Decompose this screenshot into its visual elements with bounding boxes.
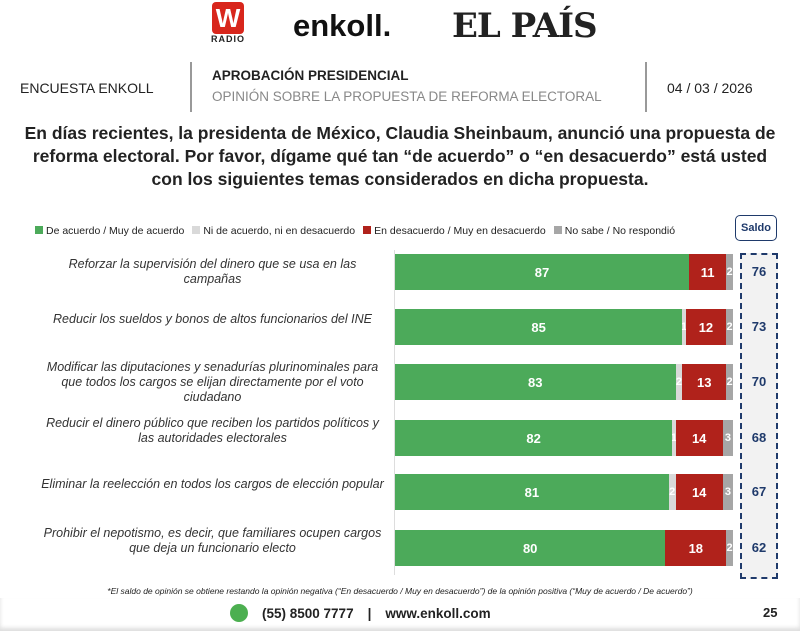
category-label: Eliminar la reelección en todos los carg…	[41, 477, 384, 491]
legend: De acuerdo / Muy de acuerdo Ni de acuerd…	[35, 225, 675, 237]
bar-segment: 85	[395, 309, 683, 345]
bar-segment: 14	[675, 420, 723, 456]
bar-segment: 83	[395, 364, 676, 400]
saldo-column	[740, 253, 778, 579]
bar-segment: 3	[722, 420, 733, 456]
date: 04 / 03 / 2026	[667, 80, 753, 96]
axis-line	[394, 250, 395, 575]
page-title: APROBACIÓN PRESIDENCIAL	[212, 68, 409, 83]
bar-segment: 1	[672, 420, 676, 456]
bar-segment: 81	[395, 474, 669, 510]
saldo-value: 68	[751, 430, 767, 445]
el-pais-logo: EL PAÍS	[452, 6, 598, 46]
page-subtitle: OPINIÓN SOBRE LA PROPUESTA DE REFORMA EL…	[212, 89, 602, 104]
category-label: Reforzar la supervisión del dinero que s…	[68, 257, 357, 286]
bar-segment: 80	[395, 530, 666, 566]
survey-label: ENCUESTA ENKOLL	[20, 80, 154, 96]
category-label: Prohibir el nepotismo, es decir, que fam…	[43, 525, 382, 555]
divider	[190, 62, 192, 112]
saldo-value: 76	[751, 264, 767, 279]
question-text: En días recientes, la presidenta de Méxi…	[24, 123, 776, 189]
separator: |	[367, 605, 372, 621]
divider	[645, 62, 647, 112]
bar-segment: 1	[682, 309, 686, 345]
bar-segment: 18	[665, 530, 727, 566]
saldo-value: 73	[751, 319, 767, 334]
bar-segment: 82	[395, 420, 673, 456]
bar-segment: 2	[726, 530, 733, 566]
contact: (55) 8500 7777 | www.enkoll.com	[230, 604, 491, 622]
bar-segment: 12	[685, 309, 727, 345]
bar-segment: 2	[668, 474, 676, 510]
footnote: *El saldo de opinión se obtiene restando…	[107, 586, 693, 596]
page-number: 25	[763, 605, 778, 620]
legend-item: Ni de acuerdo, ni en desacuerdo	[192, 225, 355, 237]
legend-item: De acuerdo / Muy de acuerdo	[35, 225, 184, 237]
phone-number: (55) 8500 7777	[262, 605, 354, 621]
enkoll-logo: enkoll.	[293, 8, 392, 43]
bar-segment: 11	[689, 254, 727, 290]
bar-segment: 14	[675, 474, 723, 510]
legend-item: No sabe / No respondió	[553, 225, 675, 237]
saldo-value: 70	[751, 374, 767, 389]
whatsapp-icon	[230, 604, 248, 622]
bar-segment: 2	[675, 364, 683, 400]
website-link[interactable]: www.enkoll.com	[385, 605, 491, 621]
bar-segment: 2	[726, 364, 733, 400]
bar-segment: 3	[722, 474, 733, 510]
saldo-header: Saldo	[735, 215, 777, 241]
category-label: Modificar las diputaciones y senadurías …	[46, 359, 379, 404]
category-label: Reducir el dinero público que reciben lo…	[46, 415, 379, 445]
bar-segment: 2	[726, 254, 733, 290]
bar-segment: 87	[395, 254, 690, 290]
bar-segment: 13	[682, 364, 727, 400]
legend-item: En desacuerdo / Muy en desacuerdo	[363, 225, 546, 237]
bar-segment: 2	[726, 309, 733, 345]
saldo-value: 67	[751, 484, 767, 499]
category-label: Reducir los sueldos y bonos de altos fun…	[53, 312, 372, 326]
saldo-value: 62	[751, 540, 767, 555]
w-radio-logo: W RADIO	[211, 2, 245, 44]
